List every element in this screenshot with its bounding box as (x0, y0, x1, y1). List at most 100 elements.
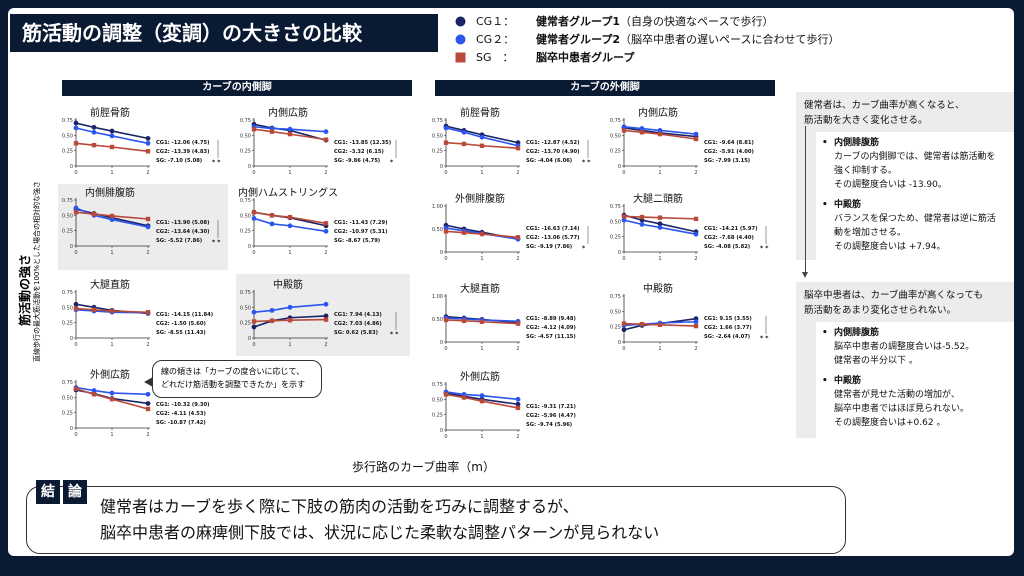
healthy-item-line: その調整度合いは +7.94。 (834, 242, 946, 252)
series-line-cg2 (253, 217, 327, 233)
chart-x-tick-label: 2 (324, 170, 327, 176)
healthy-item-line: 強く抑制する。 (834, 166, 898, 176)
healthy-item-gluteus: 中殿筋 バランスを保つため、健常者は逆に筋活 動を増加させる。 その調整度合いは… (820, 198, 1010, 254)
series-line-cg2 (445, 391, 519, 401)
data-point-cg2 (91, 129, 97, 135)
data-point-sg (443, 392, 449, 397)
data-point-sg (515, 235, 521, 240)
legend-item-cg1: CG１： 健常者グループ1 （自身の快適なペースで歩行） (455, 12, 839, 30)
chart-stat-label: CG2: -4.11 (4.53) (156, 411, 206, 417)
data-point-cg1 (323, 313, 329, 319)
chart-x-tick-label: 2 (516, 346, 519, 352)
data-point-cg1 (73, 120, 79, 126)
data-point-sg (73, 306, 79, 311)
data-point-sg (269, 318, 275, 324)
healthy-item-gastrocnemius: 内側腓腹筋 カーブの内側脚では、健常者は筋活動を 強く抑制する。 その調整度合い… (820, 136, 1010, 192)
data-point-cg2 (323, 301, 329, 307)
chart-stat-label: SG: -5.52 (7.86) (156, 238, 202, 244)
chart-stat-label: CG2: -5.96 (4.47) (526, 413, 576, 419)
chart-y-tick-label: 0 (70, 244, 73, 250)
chart-x-tick-label: 1 (480, 256, 483, 262)
chart-title: 内側広筋 (638, 106, 678, 119)
chart-x-tick-label: 1 (288, 250, 291, 256)
series-line-sg (445, 393, 519, 409)
stroke-head-line-1: 脳卒中患者は、カーブ曲率が高くなっても (804, 290, 983, 301)
data-point-sg (269, 129, 275, 134)
series-line-cg1 (623, 127, 697, 138)
data-point-sg (639, 214, 645, 220)
chart-y-tick-label: 0.25 (432, 413, 443, 419)
data-point-sg (91, 392, 97, 397)
significance-mark: * * (390, 331, 399, 338)
data-point-sg (269, 213, 275, 218)
data-point-sg (639, 130, 645, 135)
chart-x-tick-label: 2 (324, 342, 327, 348)
chart-x-tick-label: 2 (146, 342, 149, 348)
healthy-item-line: カーブの内側脚では、健常者は筋活動を (834, 152, 996, 162)
chart-stat-label: CG1: 9.15 (3.55) (704, 316, 752, 322)
chart-x-tick-label: 1 (288, 170, 291, 176)
legend-item-sg: SG ： 脳卒中患者グループ (455, 48, 839, 66)
chart-y-tick-label: 1.00 (432, 204, 443, 210)
data-point-cg2 (693, 131, 699, 137)
data-point-cg2 (287, 223, 293, 229)
chart-stat-label: CG1: -13.90 (5.08) (156, 220, 209, 226)
data-point-cg1 (621, 327, 627, 333)
data-point-sg (109, 144, 115, 150)
chart-stat-label: SG: -8.67 (5.79) (334, 238, 380, 244)
data-point-sg (657, 131, 663, 137)
stroke-item-gastrocnemius: 内側腓腹筋 脳卒中患者の調整度合いは-5.52。 健常者の半分以下 。 (820, 326, 1010, 368)
data-point-cg2 (621, 124, 627, 130)
chart-y-tick-label: 0 (70, 336, 73, 342)
data-point-sg (461, 230, 467, 235)
series-line-cg2 (623, 219, 697, 235)
data-point-cg2 (269, 221, 275, 227)
conclusion-tag: 結 論 (36, 480, 90, 504)
data-point-sg (461, 318, 467, 324)
chart-stat-label: CG1: -14.21 (5.97) (704, 226, 757, 232)
chart-stat-label: CG2: -3.32 (6.15) (334, 149, 384, 155)
chart-x-tick-label: 1 (110, 342, 113, 348)
chart-x-tick-label: 1 (110, 250, 113, 256)
chart-title: 内側ハムストリングス (238, 186, 338, 199)
data-point-sg (639, 322, 645, 327)
chart-x-tick-label: 1 (480, 434, 483, 440)
data-point-sg (515, 146, 521, 151)
chart-x-tick-label: 1 (658, 170, 661, 176)
chart-x-tick-label: 1 (288, 342, 291, 348)
series-line-sg (75, 307, 149, 314)
data-point-sg (621, 128, 627, 133)
chart-y-tick-label: 0.25 (62, 149, 73, 155)
data-point-cg2 (287, 126, 293, 132)
data-point-sg (461, 141, 467, 147)
chart-stat-label: CG2: 1.66 (3.77) (704, 325, 752, 331)
chart-title: 大腿二頭筋 (633, 192, 683, 205)
chart-y-tick-label: 0 (440, 340, 443, 346)
chart-y-tick-label: 0.25 (610, 235, 621, 241)
chart-y-tick-label: 0.75 (432, 382, 443, 388)
data-point-cg2 (621, 217, 627, 223)
chart-x-tick-label: 2 (516, 170, 519, 176)
data-point-sg (145, 149, 151, 154)
series-line-sg (445, 319, 519, 325)
chart-stat-label: SG: -7.99 (3.15) (704, 158, 750, 164)
chart-x-tick-label: 2 (516, 434, 519, 440)
data-point-sg (479, 319, 485, 324)
chart-stat-label: SG: -10.87 (7.42) (156, 420, 206, 426)
chart-stat-label: CG1: -12.87 (4.52) (526, 140, 579, 146)
chart-y-tick-label: 0.75 (610, 118, 621, 124)
data-point-cg1 (91, 124, 97, 130)
data-point-cg1 (109, 128, 115, 134)
data-point-cg1 (73, 301, 79, 307)
significance-mark: * * (582, 159, 591, 166)
legend-marker-cg2 (455, 34, 466, 44)
healthy-item-line: 動を増加させる。 (834, 228, 907, 238)
series-line-sg (253, 211, 327, 225)
chart-y-tick-label: 0.25 (62, 411, 73, 417)
data-point-sg (479, 143, 485, 148)
series-line-cg1 (623, 214, 697, 233)
chart-x-tick-label: 0 (622, 346, 625, 352)
chart-stat-label: CG2: -13.06 (5.77) (526, 235, 579, 241)
data-point-sg (657, 215, 663, 220)
